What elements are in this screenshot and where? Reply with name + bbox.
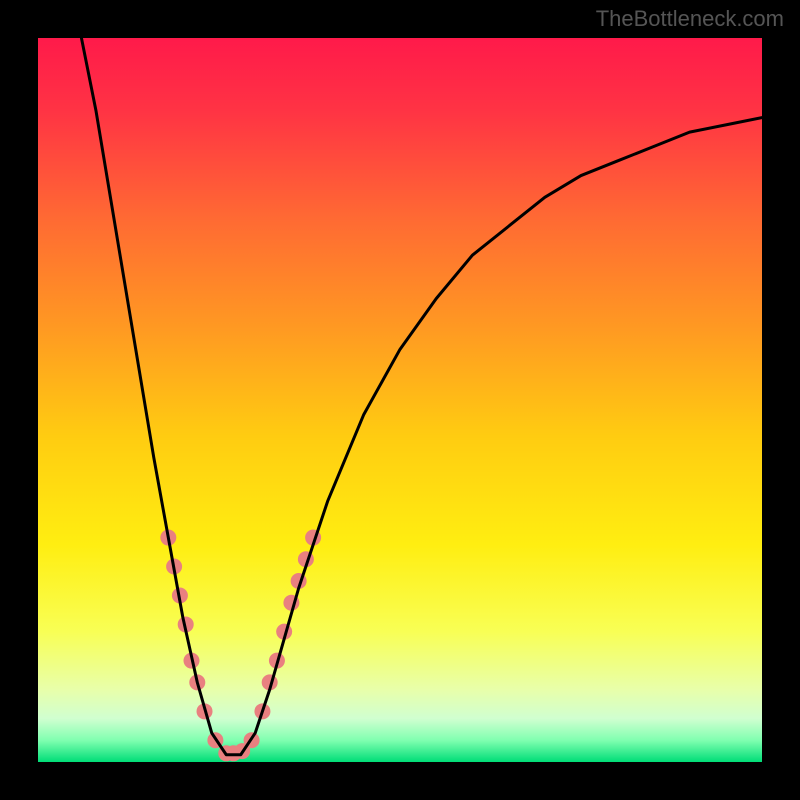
watermark-text: TheBottleneck.com: [596, 6, 784, 32]
chart-container: TheBottleneck.com: [0, 0, 800, 800]
curve-line: [81, 38, 762, 755]
data-markers: [160, 530, 321, 762]
bottleneck-curve: [38, 38, 762, 762]
plot-area: [38, 38, 762, 762]
